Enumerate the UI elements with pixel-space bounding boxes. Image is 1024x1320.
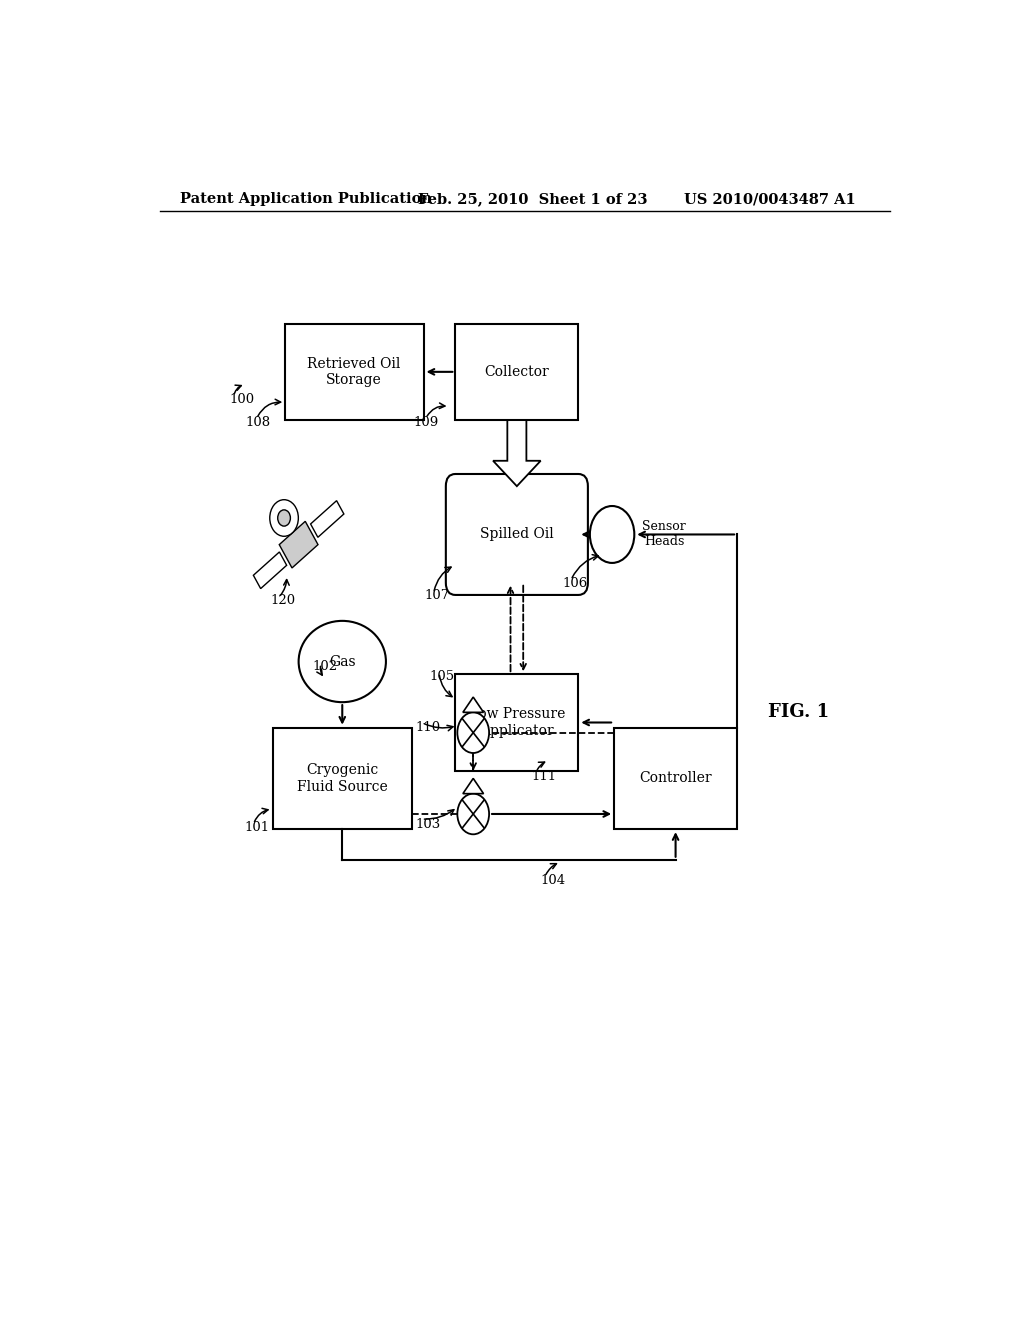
- Bar: [456, 675, 579, 771]
- Text: 120: 120: [270, 594, 296, 607]
- Polygon shape: [280, 521, 318, 568]
- Polygon shape: [253, 552, 287, 589]
- Polygon shape: [463, 697, 483, 713]
- Circle shape: [278, 510, 291, 527]
- Bar: [285, 323, 424, 420]
- Bar: [614, 727, 737, 829]
- Text: 106: 106: [562, 577, 588, 590]
- Text: 103: 103: [416, 817, 440, 830]
- Text: FIG. 1: FIG. 1: [768, 704, 829, 721]
- Text: 101: 101: [245, 821, 269, 834]
- Text: 104: 104: [541, 874, 566, 887]
- Text: 100: 100: [229, 393, 255, 405]
- Polygon shape: [463, 779, 483, 793]
- Text: Collector: Collector: [484, 364, 549, 379]
- Text: Sensor
Heads: Sensor Heads: [642, 520, 686, 549]
- Ellipse shape: [299, 620, 386, 702]
- Text: 109: 109: [414, 416, 439, 429]
- Circle shape: [458, 713, 489, 752]
- Text: Feb. 25, 2010  Sheet 1 of 23: Feb. 25, 2010 Sheet 1 of 23: [418, 191, 647, 206]
- Circle shape: [590, 506, 634, 562]
- Bar: [272, 727, 412, 829]
- Text: 107: 107: [424, 589, 450, 602]
- Circle shape: [458, 793, 489, 834]
- Text: 108: 108: [246, 416, 270, 429]
- Text: 111: 111: [531, 770, 556, 783]
- FancyBboxPatch shape: [445, 474, 588, 595]
- Text: 105: 105: [430, 671, 455, 684]
- Text: 102: 102: [312, 660, 337, 673]
- Text: Gas: Gas: [329, 655, 355, 668]
- Polygon shape: [310, 500, 344, 537]
- Text: Low Pressure
Applicator: Low Pressure Applicator: [469, 708, 565, 738]
- Text: Controller: Controller: [639, 771, 712, 785]
- Text: Cryogenic
Fluid Source: Cryogenic Fluid Source: [297, 763, 388, 793]
- Bar: [456, 323, 579, 420]
- Text: US 2010/0043487 A1: US 2010/0043487 A1: [684, 191, 855, 206]
- Circle shape: [269, 500, 298, 536]
- Text: Patent Application Publication: Patent Application Publication: [179, 191, 431, 206]
- Polygon shape: [494, 420, 541, 486]
- Text: Retrieved Oil
Storage: Retrieved Oil Storage: [307, 356, 400, 387]
- Text: 110: 110: [416, 721, 440, 734]
- Text: Spilled Oil: Spilled Oil: [480, 528, 554, 541]
